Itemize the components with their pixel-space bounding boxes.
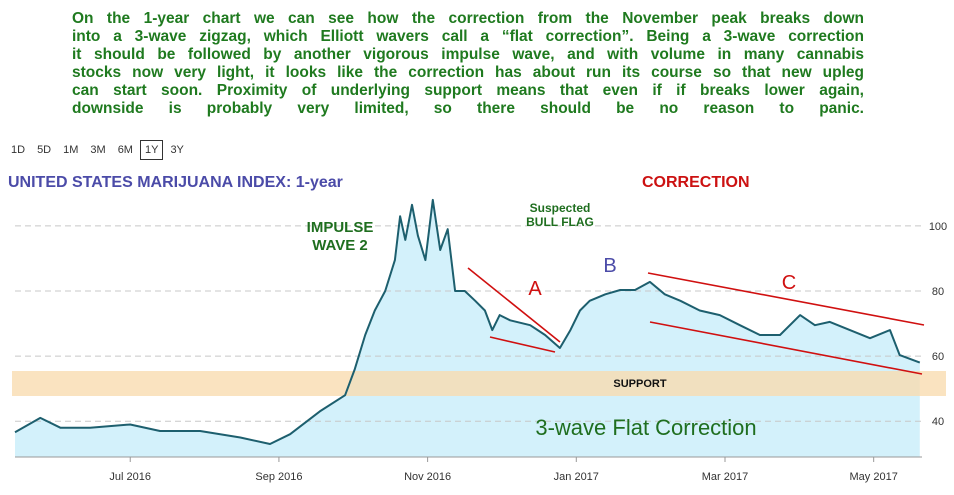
- text-line: stocks now very light, it looks like the…: [72, 64, 864, 81]
- text-line: can start soon. Proximity of underlying …: [72, 82, 864, 99]
- trend-lines: [467, 267, 925, 375]
- x-tick-label: Mar 2017: [702, 471, 748, 483]
- trend-line: [467, 267, 561, 343]
- area: [15, 199, 920, 457]
- x-tick-label: Jan 2017: [554, 471, 599, 483]
- annotation: BULL FLAG: [526, 215, 594, 229]
- annotation: C: [782, 272, 796, 294]
- annotation: Suspected: [530, 201, 591, 215]
- support-band: [12, 371, 946, 396]
- annotation: IMPULSE: [307, 219, 374, 236]
- line: [14, 198, 921, 445]
- range-selector: 1D 5D 1M 3M 6M 1Y 3Y: [6, 140, 189, 160]
- range-button[interactable]: 3Y: [170, 144, 184, 156]
- text-line: into a 3-wave zigzag, which Elliott wave…: [72, 28, 864, 45]
- y-tick-label: 60: [932, 351, 944, 363]
- annotation: A: [528, 278, 542, 300]
- text-line: downside is probably very limited, so th…: [72, 100, 864, 117]
- text-line: it should be followed by another vigorou…: [72, 46, 864, 63]
- range-button[interactable]: 6M: [117, 144, 133, 156]
- range-button[interactable]: 1M: [63, 144, 79, 156]
- annotation: B: [603, 255, 616, 277]
- plot: 40 60 80 100 Jul 2016 Sep 2016 Nov 2016 Jan 201…: [15, 199, 947, 483]
- y-tick-label: 100: [929, 221, 947, 233]
- annotation: CORRECTION: [642, 174, 750, 191]
- range-button[interactable]: 3M: [90, 144, 106, 156]
- trend-line: [649, 321, 923, 375]
- annotation: WAVE 2: [312, 237, 368, 254]
- annotation: 3-wave Flat Correction: [535, 415, 756, 440]
- x-tick-label: Nov 2016: [404, 471, 451, 483]
- trend-line: [489, 336, 556, 353]
- text-line: On the 1-year chart we can see how the c…: [72, 10, 864, 27]
- range-button[interactable]: 1Y: [139, 140, 164, 160]
- x-tick-label: May 2017: [850, 471, 898, 483]
- x-tick-label: Jul 2016: [109, 471, 151, 483]
- overlay: [14, 198, 921, 445]
- y-tick-label: 80: [932, 286, 944, 298]
- range-button[interactable]: 5D: [37, 144, 52, 156]
- y-tick-label: 40: [932, 416, 944, 428]
- range-button[interactable]: 1D: [11, 144, 26, 156]
- annotation: SUPPORT: [613, 378, 666, 390]
- trend-line: [647, 272, 925, 326]
- x-tick-label: Sep 2016: [255, 471, 302, 483]
- chart-title: UNITED STATES MARIJUANA INDEX: 1-year: [8, 174, 343, 191]
- commentary: On the 1-year chart we can see how the c…: [72, 10, 864, 118]
